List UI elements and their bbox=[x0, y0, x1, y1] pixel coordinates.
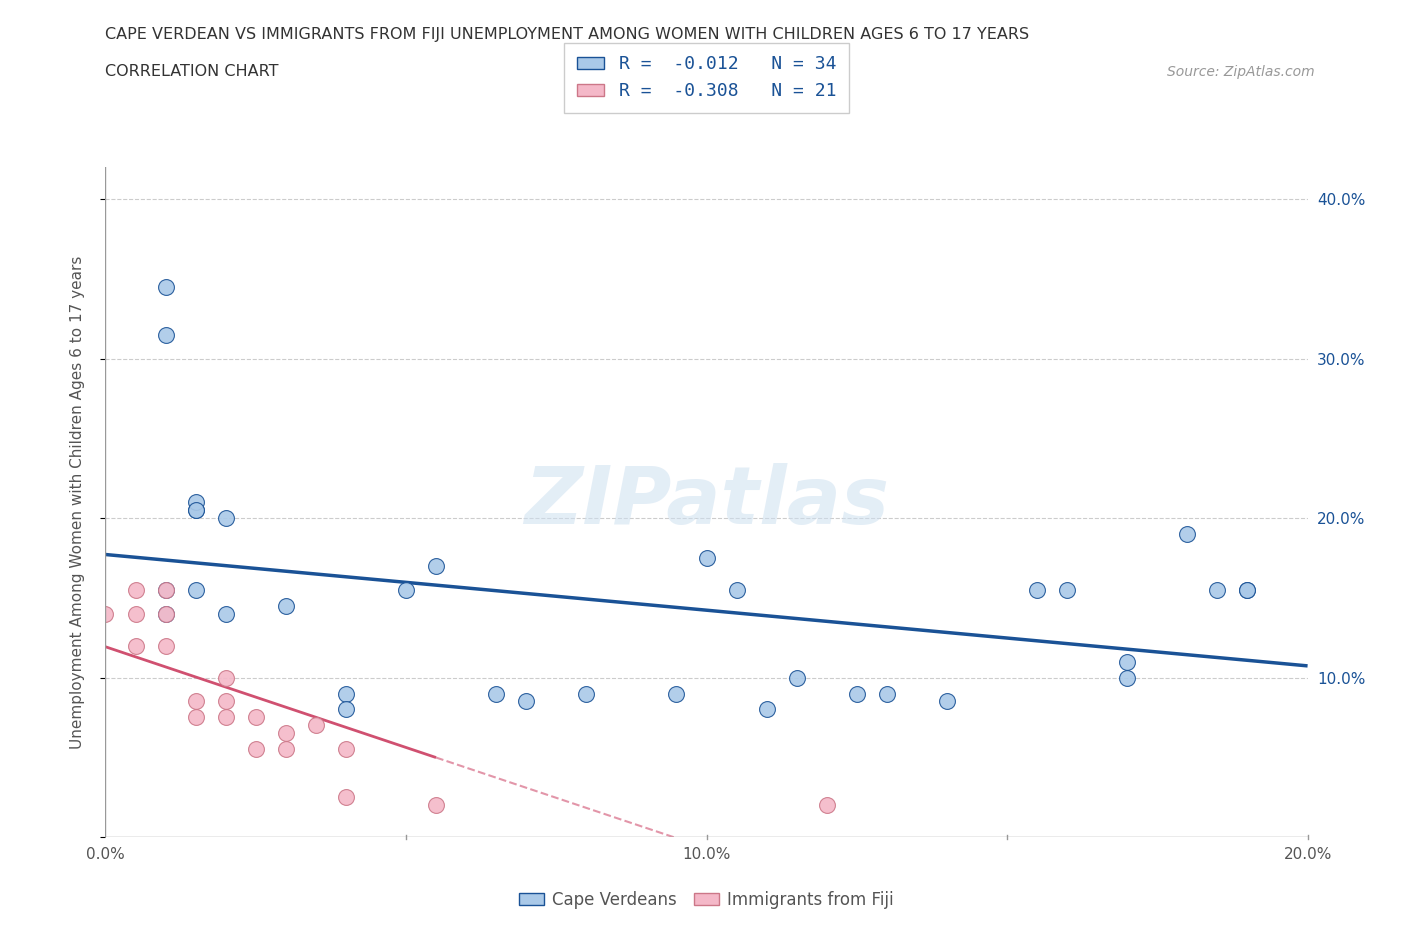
Point bbox=[184, 495, 207, 510]
Point bbox=[305, 718, 328, 733]
Text: CORRELATION CHART: CORRELATION CHART bbox=[105, 64, 278, 79]
Point bbox=[1236, 582, 1258, 597]
Point bbox=[155, 280, 177, 295]
Point bbox=[124, 606, 146, 621]
Point bbox=[1175, 526, 1198, 541]
Point bbox=[155, 327, 177, 342]
Text: ZIPatlas: ZIPatlas bbox=[524, 463, 889, 541]
Point bbox=[245, 742, 267, 757]
Point bbox=[214, 710, 236, 724]
Point bbox=[1236, 582, 1258, 597]
Text: Source: ZipAtlas.com: Source: ZipAtlas.com bbox=[1167, 65, 1315, 79]
Point bbox=[274, 726, 297, 741]
Point bbox=[1026, 582, 1049, 597]
Point bbox=[335, 686, 357, 701]
Point bbox=[335, 702, 357, 717]
Point bbox=[575, 686, 598, 701]
Point bbox=[665, 686, 688, 701]
Point bbox=[155, 638, 177, 653]
Y-axis label: Unemployment Among Women with Children Ages 6 to 17 years: Unemployment Among Women with Children A… bbox=[70, 256, 84, 749]
Point bbox=[425, 798, 447, 813]
Point bbox=[184, 503, 207, 518]
Point bbox=[755, 702, 778, 717]
Point bbox=[1116, 654, 1139, 669]
Point bbox=[184, 694, 207, 709]
Point bbox=[425, 559, 447, 574]
Point bbox=[184, 582, 207, 597]
Point bbox=[155, 606, 177, 621]
Point bbox=[1116, 671, 1139, 685]
Point bbox=[395, 582, 418, 597]
Point bbox=[155, 582, 177, 597]
Point bbox=[245, 710, 267, 724]
Point bbox=[214, 606, 236, 621]
Point bbox=[274, 742, 297, 757]
Point bbox=[184, 710, 207, 724]
Point bbox=[1056, 582, 1078, 597]
Point bbox=[214, 694, 236, 709]
Text: CAPE VERDEAN VS IMMIGRANTS FROM FIJI UNEMPLOYMENT AMONG WOMEN WITH CHILDREN AGES: CAPE VERDEAN VS IMMIGRANTS FROM FIJI UNE… bbox=[105, 27, 1029, 42]
Point bbox=[485, 686, 508, 701]
Point bbox=[124, 638, 146, 653]
Legend: Cape Verdeans, Immigrants from Fiji: Cape Verdeans, Immigrants from Fiji bbox=[513, 884, 900, 916]
Point bbox=[696, 551, 718, 565]
Point bbox=[94, 606, 117, 621]
Point bbox=[515, 694, 537, 709]
Point bbox=[335, 790, 357, 804]
Point bbox=[725, 582, 748, 597]
Point bbox=[845, 686, 868, 701]
Point bbox=[214, 671, 236, 685]
Point bbox=[155, 582, 177, 597]
Point bbox=[155, 606, 177, 621]
Point bbox=[274, 598, 297, 613]
Point bbox=[124, 582, 146, 597]
Point bbox=[936, 694, 959, 709]
Point bbox=[214, 511, 236, 525]
Point bbox=[786, 671, 808, 685]
Point bbox=[1206, 582, 1229, 597]
Point bbox=[815, 798, 838, 813]
Point bbox=[876, 686, 898, 701]
Point bbox=[335, 742, 357, 757]
Point bbox=[184, 503, 207, 518]
